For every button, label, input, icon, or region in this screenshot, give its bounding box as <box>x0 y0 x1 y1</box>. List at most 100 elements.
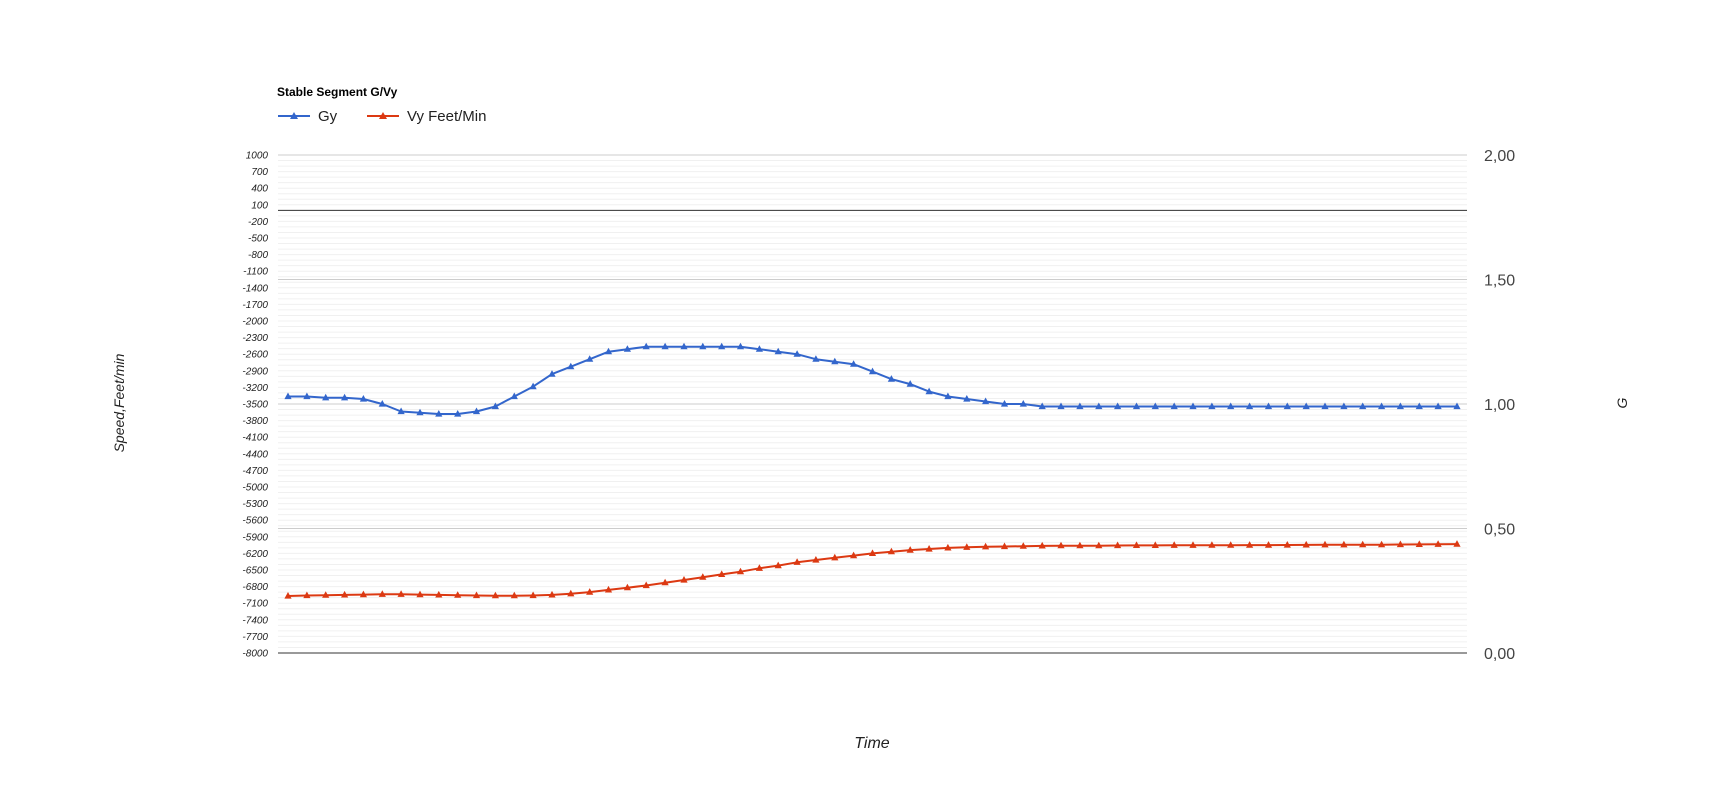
data-point-gy[interactable] <box>416 408 424 416</box>
data-point-gy[interactable] <box>1000 400 1009 407</box>
data-point-gy[interactable] <box>1453 402 1461 410</box>
data-point-vy[interactable] <box>944 543 952 551</box>
data-point-vy[interactable] <box>1415 540 1423 547</box>
data-point-gy[interactable] <box>1302 402 1310 410</box>
data-point-gy[interactable] <box>1264 402 1273 410</box>
data-point-vy[interactable] <box>868 549 877 556</box>
data-point-vy[interactable] <box>1359 540 1367 548</box>
data-point-gy[interactable] <box>472 407 481 415</box>
data-point-vy[interactable] <box>1208 541 1216 548</box>
data-point-gy[interactable] <box>812 355 820 362</box>
data-point-vy[interactable] <box>831 553 839 561</box>
data-point-gy[interactable] <box>1132 402 1141 410</box>
data-point-vy[interactable] <box>774 561 782 569</box>
data-point-vy[interactable] <box>925 545 933 552</box>
data-point-gy[interactable] <box>1076 402 1084 410</box>
data-point-vy[interactable] <box>661 578 669 586</box>
data-point-gy[interactable] <box>1170 402 1178 410</box>
data-point-vy[interactable] <box>1264 541 1273 548</box>
data-point-vy[interactable] <box>510 591 518 599</box>
data-point-vy[interactable] <box>303 591 311 599</box>
data-point-vy[interactable] <box>416 590 424 598</box>
data-point-gy[interactable] <box>341 393 349 401</box>
data-point-gy[interactable] <box>944 392 952 400</box>
data-point-gy[interactable] <box>1415 402 1423 410</box>
data-point-vy[interactable] <box>548 590 556 598</box>
data-point-vy[interactable] <box>1340 540 1348 548</box>
data-point-vy[interactable] <box>604 585 613 593</box>
data-point-gy[interactable] <box>774 347 782 355</box>
data-point-gy[interactable] <box>303 392 311 400</box>
data-point-gy[interactable] <box>1019 400 1027 407</box>
data-point-vy[interactable] <box>1151 541 1159 548</box>
data-point-vy[interactable] <box>359 590 367 598</box>
data-point-vy[interactable] <box>1396 540 1404 548</box>
data-point-gy[interactable] <box>887 375 895 382</box>
data-point-vy[interactable] <box>1434 540 1442 547</box>
legend-item-gy[interactable]: Gy <box>278 108 338 125</box>
data-point-gy[interactable] <box>868 367 877 375</box>
data-point-vy[interactable] <box>1132 541 1141 548</box>
data-point-vy[interactable] <box>1000 542 1009 550</box>
data-point-gy[interactable] <box>718 342 726 350</box>
data-point-vy[interactable] <box>1019 542 1027 549</box>
data-point-gy[interactable] <box>1396 402 1404 410</box>
data-point-vy[interactable] <box>755 564 763 571</box>
data-point-gy[interactable] <box>378 400 386 407</box>
data-point-gy[interactable] <box>586 355 594 362</box>
data-point-gy[interactable] <box>1227 402 1235 410</box>
data-point-gy[interactable] <box>1434 402 1442 410</box>
data-point-vy[interactable] <box>529 591 537 599</box>
data-point-gy[interactable] <box>322 393 330 401</box>
data-point-gy[interactable] <box>1246 402 1254 410</box>
data-point-vy[interactable] <box>812 556 820 563</box>
data-point-vy[interactable] <box>1283 541 1291 548</box>
data-point-gy[interactable] <box>680 342 688 350</box>
data-point-vy[interactable] <box>472 591 481 599</box>
data-point-vy[interactable] <box>1170 541 1178 548</box>
data-point-vy[interactable] <box>982 542 990 550</box>
data-point-vy[interactable] <box>435 590 443 598</box>
data-point-vy[interactable] <box>850 551 858 559</box>
data-point-vy[interactable] <box>586 588 594 595</box>
data-point-vy[interactable] <box>1076 541 1084 549</box>
data-point-vy[interactable] <box>1378 540 1386 548</box>
data-point-vy[interactable] <box>284 592 292 599</box>
data-point-gy[interactable] <box>963 395 971 402</box>
data-point-vy[interactable] <box>1302 540 1310 548</box>
data-point-vy[interactable] <box>736 567 745 575</box>
data-point-vy[interactable] <box>1189 541 1197 548</box>
data-point-gy[interactable] <box>1189 402 1197 410</box>
data-point-gy[interactable] <box>793 350 801 357</box>
data-point-gy[interactable] <box>1151 402 1159 410</box>
data-point-vy[interactable] <box>397 590 405 597</box>
data-point-vy[interactable] <box>1246 541 1254 548</box>
data-point-gy[interactable] <box>604 347 613 355</box>
data-point-gy[interactable] <box>1095 402 1103 410</box>
data-point-gy[interactable] <box>454 410 462 417</box>
data-point-vy[interactable] <box>1227 541 1235 548</box>
data-point-vy[interactable] <box>623 583 631 591</box>
data-point-gy[interactable] <box>397 407 405 415</box>
data-point-gy[interactable] <box>529 382 537 390</box>
data-point-vy[interactable] <box>887 547 895 555</box>
data-point-gy[interactable] <box>1114 402 1122 410</box>
data-point-vy[interactable] <box>680 576 688 583</box>
data-point-vy[interactable] <box>1057 541 1065 549</box>
data-point-gy[interactable] <box>1378 402 1386 410</box>
data-point-vy[interactable] <box>491 591 499 599</box>
data-point-gy[interactable] <box>1340 402 1348 410</box>
data-point-gy[interactable] <box>699 342 707 350</box>
data-point-vy[interactable] <box>718 570 726 577</box>
data-point-gy[interactable] <box>831 357 839 365</box>
data-point-gy[interactable] <box>736 342 745 350</box>
data-point-vy[interactable] <box>378 590 386 597</box>
data-point-vy[interactable] <box>454 591 462 598</box>
data-point-gy[interactable] <box>491 402 499 410</box>
data-point-gy[interactable] <box>906 380 914 387</box>
data-point-vy[interactable] <box>963 543 971 550</box>
data-point-vy[interactable] <box>1321 540 1329 548</box>
data-point-vy[interactable] <box>1095 541 1103 549</box>
data-point-vy[interactable] <box>906 546 914 553</box>
data-point-vy[interactable] <box>1453 540 1461 547</box>
